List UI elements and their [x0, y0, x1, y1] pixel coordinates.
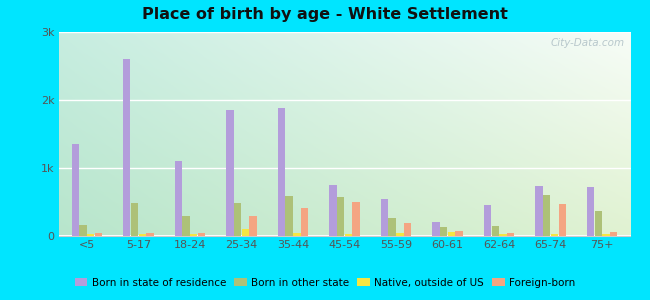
Bar	[543, 195, 551, 236]
Bar	[595, 211, 602, 236]
Bar	[610, 232, 617, 236]
Bar	[87, 234, 94, 236]
Bar	[226, 110, 233, 236]
Bar	[404, 223, 411, 236]
Bar	[536, 186, 543, 236]
Bar	[507, 233, 514, 236]
Bar	[484, 205, 491, 236]
Bar	[499, 234, 506, 236]
Bar	[190, 234, 198, 236]
Bar	[337, 197, 344, 236]
Bar	[138, 234, 146, 236]
Bar	[242, 230, 249, 236]
Bar	[293, 233, 300, 236]
Bar	[146, 233, 153, 236]
Bar	[95, 233, 102, 236]
Bar	[440, 227, 447, 236]
Bar	[198, 233, 205, 236]
Bar	[344, 234, 352, 236]
Bar	[551, 234, 558, 236]
Bar	[285, 196, 293, 236]
Legend: Born in state of residence, Born in other state, Native, outside of US, Foreign-: Born in state of residence, Born in othe…	[71, 274, 579, 292]
Text: City-Data.com: City-Data.com	[551, 38, 625, 48]
Bar	[432, 222, 439, 236]
Bar	[330, 184, 337, 236]
Bar	[491, 226, 499, 236]
Bar	[131, 203, 138, 236]
Bar	[558, 204, 566, 236]
Bar	[79, 225, 86, 236]
Bar	[234, 203, 241, 236]
Bar	[396, 233, 404, 236]
Bar	[603, 234, 610, 236]
Bar	[278, 108, 285, 236]
Bar	[301, 208, 308, 236]
Bar	[381, 200, 388, 236]
Bar	[352, 202, 359, 236]
Bar	[175, 161, 182, 236]
Text: Place of birth by age - White Settlement: Place of birth by age - White Settlement	[142, 8, 508, 22]
Bar	[183, 216, 190, 236]
Bar	[250, 217, 257, 236]
Bar	[448, 232, 455, 236]
Bar	[389, 218, 396, 236]
Bar	[456, 231, 463, 236]
Bar	[72, 144, 79, 236]
Bar	[587, 187, 594, 236]
Bar	[123, 59, 131, 236]
